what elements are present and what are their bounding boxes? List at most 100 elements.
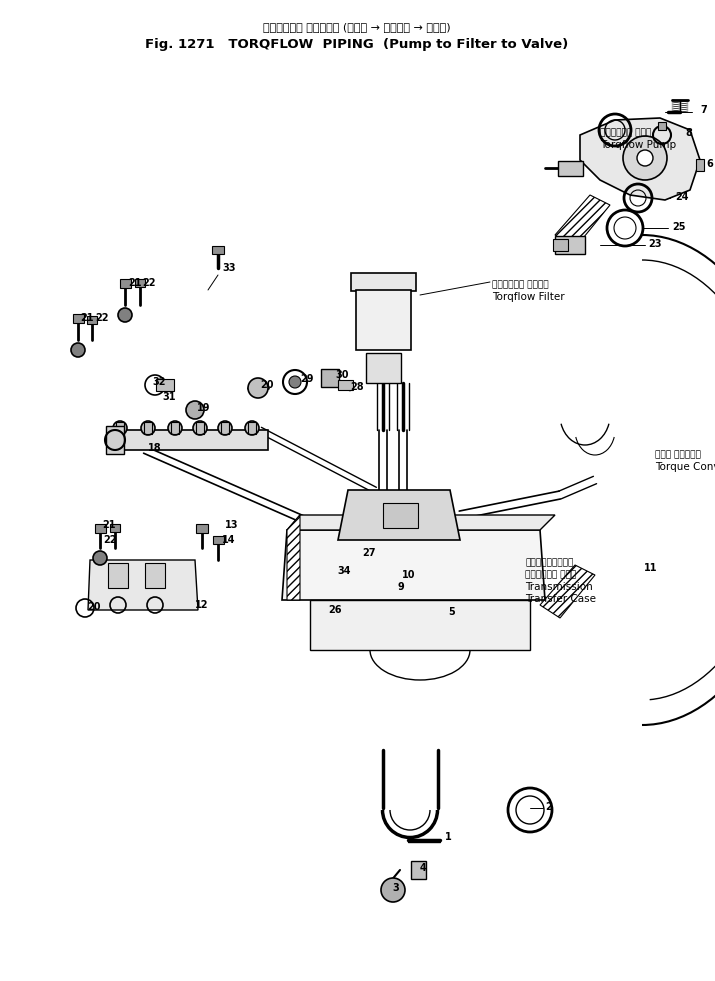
- Circle shape: [245, 421, 259, 435]
- Bar: [171, 422, 179, 434]
- Text: 1: 1: [445, 832, 452, 842]
- Text: 9: 9: [398, 582, 405, 592]
- Bar: [72, 314, 84, 323]
- Text: Transfer Case: Transfer Case: [525, 594, 596, 604]
- Text: 21: 21: [80, 313, 94, 323]
- Bar: [94, 524, 106, 533]
- Text: 13: 13: [225, 520, 239, 530]
- Bar: [196, 524, 208, 533]
- Text: Fig. 1271   TORQFLOW  PIPING  (Pump to Filter to Valve): Fig. 1271 TORQFLOW PIPING (Pump to Filte…: [145, 38, 568, 51]
- Polygon shape: [282, 530, 545, 600]
- Bar: [410, 861, 425, 879]
- Polygon shape: [287, 515, 555, 530]
- Circle shape: [113, 421, 127, 435]
- Circle shape: [218, 421, 232, 435]
- Text: 19: 19: [197, 403, 210, 413]
- Text: 14: 14: [222, 535, 235, 545]
- Circle shape: [118, 308, 132, 322]
- Polygon shape: [580, 118, 700, 200]
- Circle shape: [71, 343, 85, 357]
- Bar: [106, 426, 124, 454]
- Bar: [365, 353, 400, 383]
- Text: トルクフロー パイピング (ポンプ → フィルタ → バルブ): トルクフロー パイピング (ポンプ → フィルタ → バルブ): [263, 22, 451, 32]
- Bar: [696, 159, 704, 171]
- Polygon shape: [555, 195, 610, 248]
- Text: 20: 20: [87, 602, 101, 612]
- Text: トランスミッション: トランスミッション: [525, 558, 573, 567]
- Text: 22: 22: [95, 313, 109, 323]
- Bar: [658, 122, 666, 130]
- Bar: [383, 502, 418, 528]
- Bar: [196, 422, 204, 434]
- Text: 22: 22: [103, 535, 117, 545]
- Bar: [221, 422, 229, 434]
- Text: トルクフロー フィルタ: トルクフロー フィルタ: [492, 280, 548, 289]
- Polygon shape: [338, 490, 460, 540]
- Bar: [108, 562, 128, 588]
- Bar: [558, 161, 583, 176]
- Text: トルク コンバータ: トルク コンバータ: [655, 450, 701, 459]
- Bar: [145, 562, 165, 588]
- Text: トルフフロー ホンプ: トルフフロー ホンプ: [600, 128, 651, 137]
- Polygon shape: [310, 600, 530, 650]
- Bar: [248, 422, 256, 434]
- Text: 18: 18: [148, 443, 162, 453]
- Text: Torqflow Pump: Torqflow Pump: [600, 140, 676, 150]
- Text: 4: 4: [420, 863, 427, 873]
- Text: 21: 21: [128, 278, 142, 288]
- Bar: [87, 316, 97, 324]
- Text: 32: 32: [152, 377, 165, 387]
- Bar: [350, 273, 415, 291]
- Bar: [135, 279, 145, 287]
- Text: 24: 24: [675, 192, 689, 202]
- Circle shape: [193, 421, 207, 435]
- Text: 3: 3: [392, 883, 399, 893]
- Text: 21: 21: [102, 520, 116, 530]
- Text: 8: 8: [685, 128, 692, 138]
- Text: 28: 28: [350, 382, 364, 392]
- Text: Transmission: Transmission: [525, 582, 593, 592]
- Text: 11: 11: [644, 563, 658, 573]
- Text: 31: 31: [162, 392, 175, 402]
- Text: 26: 26: [328, 605, 342, 615]
- Bar: [156, 379, 174, 391]
- Bar: [212, 536, 224, 544]
- Circle shape: [289, 376, 301, 388]
- Circle shape: [637, 150, 653, 166]
- Bar: [555, 236, 585, 254]
- Circle shape: [248, 378, 268, 398]
- Text: 7: 7: [700, 105, 706, 115]
- Circle shape: [141, 421, 155, 435]
- Text: 30: 30: [335, 370, 348, 380]
- Text: 20: 20: [260, 380, 274, 390]
- Text: 29: 29: [300, 374, 313, 384]
- Bar: [212, 246, 224, 254]
- Bar: [110, 524, 120, 532]
- Bar: [321, 369, 339, 387]
- Text: Torque Converter: Torque Converter: [655, 462, 715, 472]
- Bar: [112, 430, 267, 450]
- Bar: [144, 422, 152, 434]
- Bar: [355, 290, 410, 350]
- Text: Torqflow Filter: Torqflow Filter: [492, 292, 565, 302]
- Circle shape: [93, 551, 107, 565]
- Text: 23: 23: [648, 239, 661, 249]
- Text: 33: 33: [222, 263, 235, 273]
- Bar: [116, 422, 124, 434]
- Text: 25: 25: [672, 222, 686, 232]
- Circle shape: [168, 421, 182, 435]
- Text: 34: 34: [337, 566, 350, 576]
- Text: 22: 22: [142, 278, 155, 288]
- Circle shape: [381, 878, 405, 902]
- Text: トランスファ ケース: トランスファ ケース: [525, 570, 576, 579]
- Text: 10: 10: [402, 570, 415, 580]
- Polygon shape: [287, 515, 300, 600]
- Text: 12: 12: [195, 600, 209, 610]
- Circle shape: [623, 136, 667, 180]
- Text: 5: 5: [448, 607, 455, 617]
- Bar: [337, 380, 352, 390]
- Circle shape: [186, 401, 204, 419]
- Text: 2: 2: [545, 802, 552, 812]
- Bar: [119, 279, 131, 287]
- Polygon shape: [540, 565, 595, 618]
